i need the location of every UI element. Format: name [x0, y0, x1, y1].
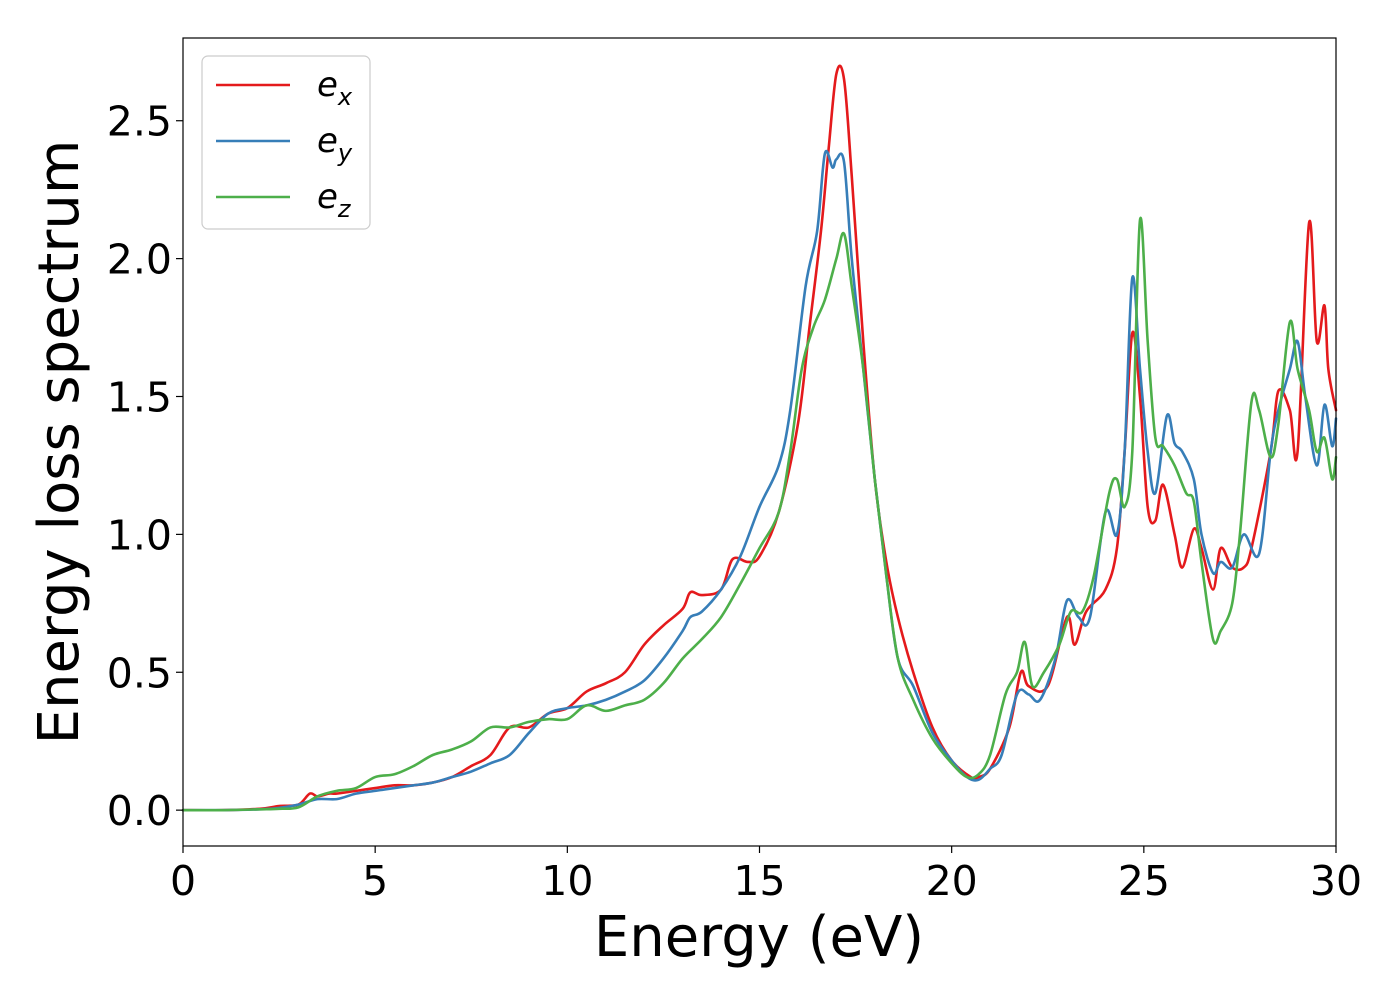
x-tick-label: 5 — [362, 857, 388, 905]
series-layer — [181, 64, 1338, 812]
x-tick-label: 30 — [1310, 857, 1362, 905]
x-axis-title: Energy (eV) — [594, 905, 924, 970]
y-tick-label: 1.0 — [107, 511, 172, 559]
series-line-z — [181, 216, 1338, 812]
y-tick-label: 1.5 — [107, 373, 172, 421]
x-tick-label: 0 — [170, 857, 196, 905]
legend-box — [201, 55, 371, 230]
y-tick-label: 2.0 — [107, 236, 172, 284]
legend-label-z: ez — [317, 177, 352, 223]
x-tick-label: 20 — [926, 857, 978, 905]
x-axis: 0 5 10 15 20 25 30 — [170, 846, 1362, 905]
x-tick-label: 25 — [1118, 857, 1170, 905]
legend-label-y: ey — [317, 121, 353, 167]
y-tick-label: 0.5 — [107, 649, 172, 697]
y-axis-title: Energy loss spectrum — [27, 140, 92, 745]
x-tick-label: 15 — [733, 857, 785, 905]
y-tick-label: 0.0 — [107, 787, 172, 835]
legend: ex ey ez — [201, 55, 371, 230]
y-axis: 0.0 0.5 1.0 1.5 2.0 2.5 — [107, 98, 183, 835]
y-tick-label: 2.5 — [107, 98, 172, 146]
x-tick-label: 10 — [541, 857, 593, 905]
legend-label-x: ex — [317, 65, 353, 111]
